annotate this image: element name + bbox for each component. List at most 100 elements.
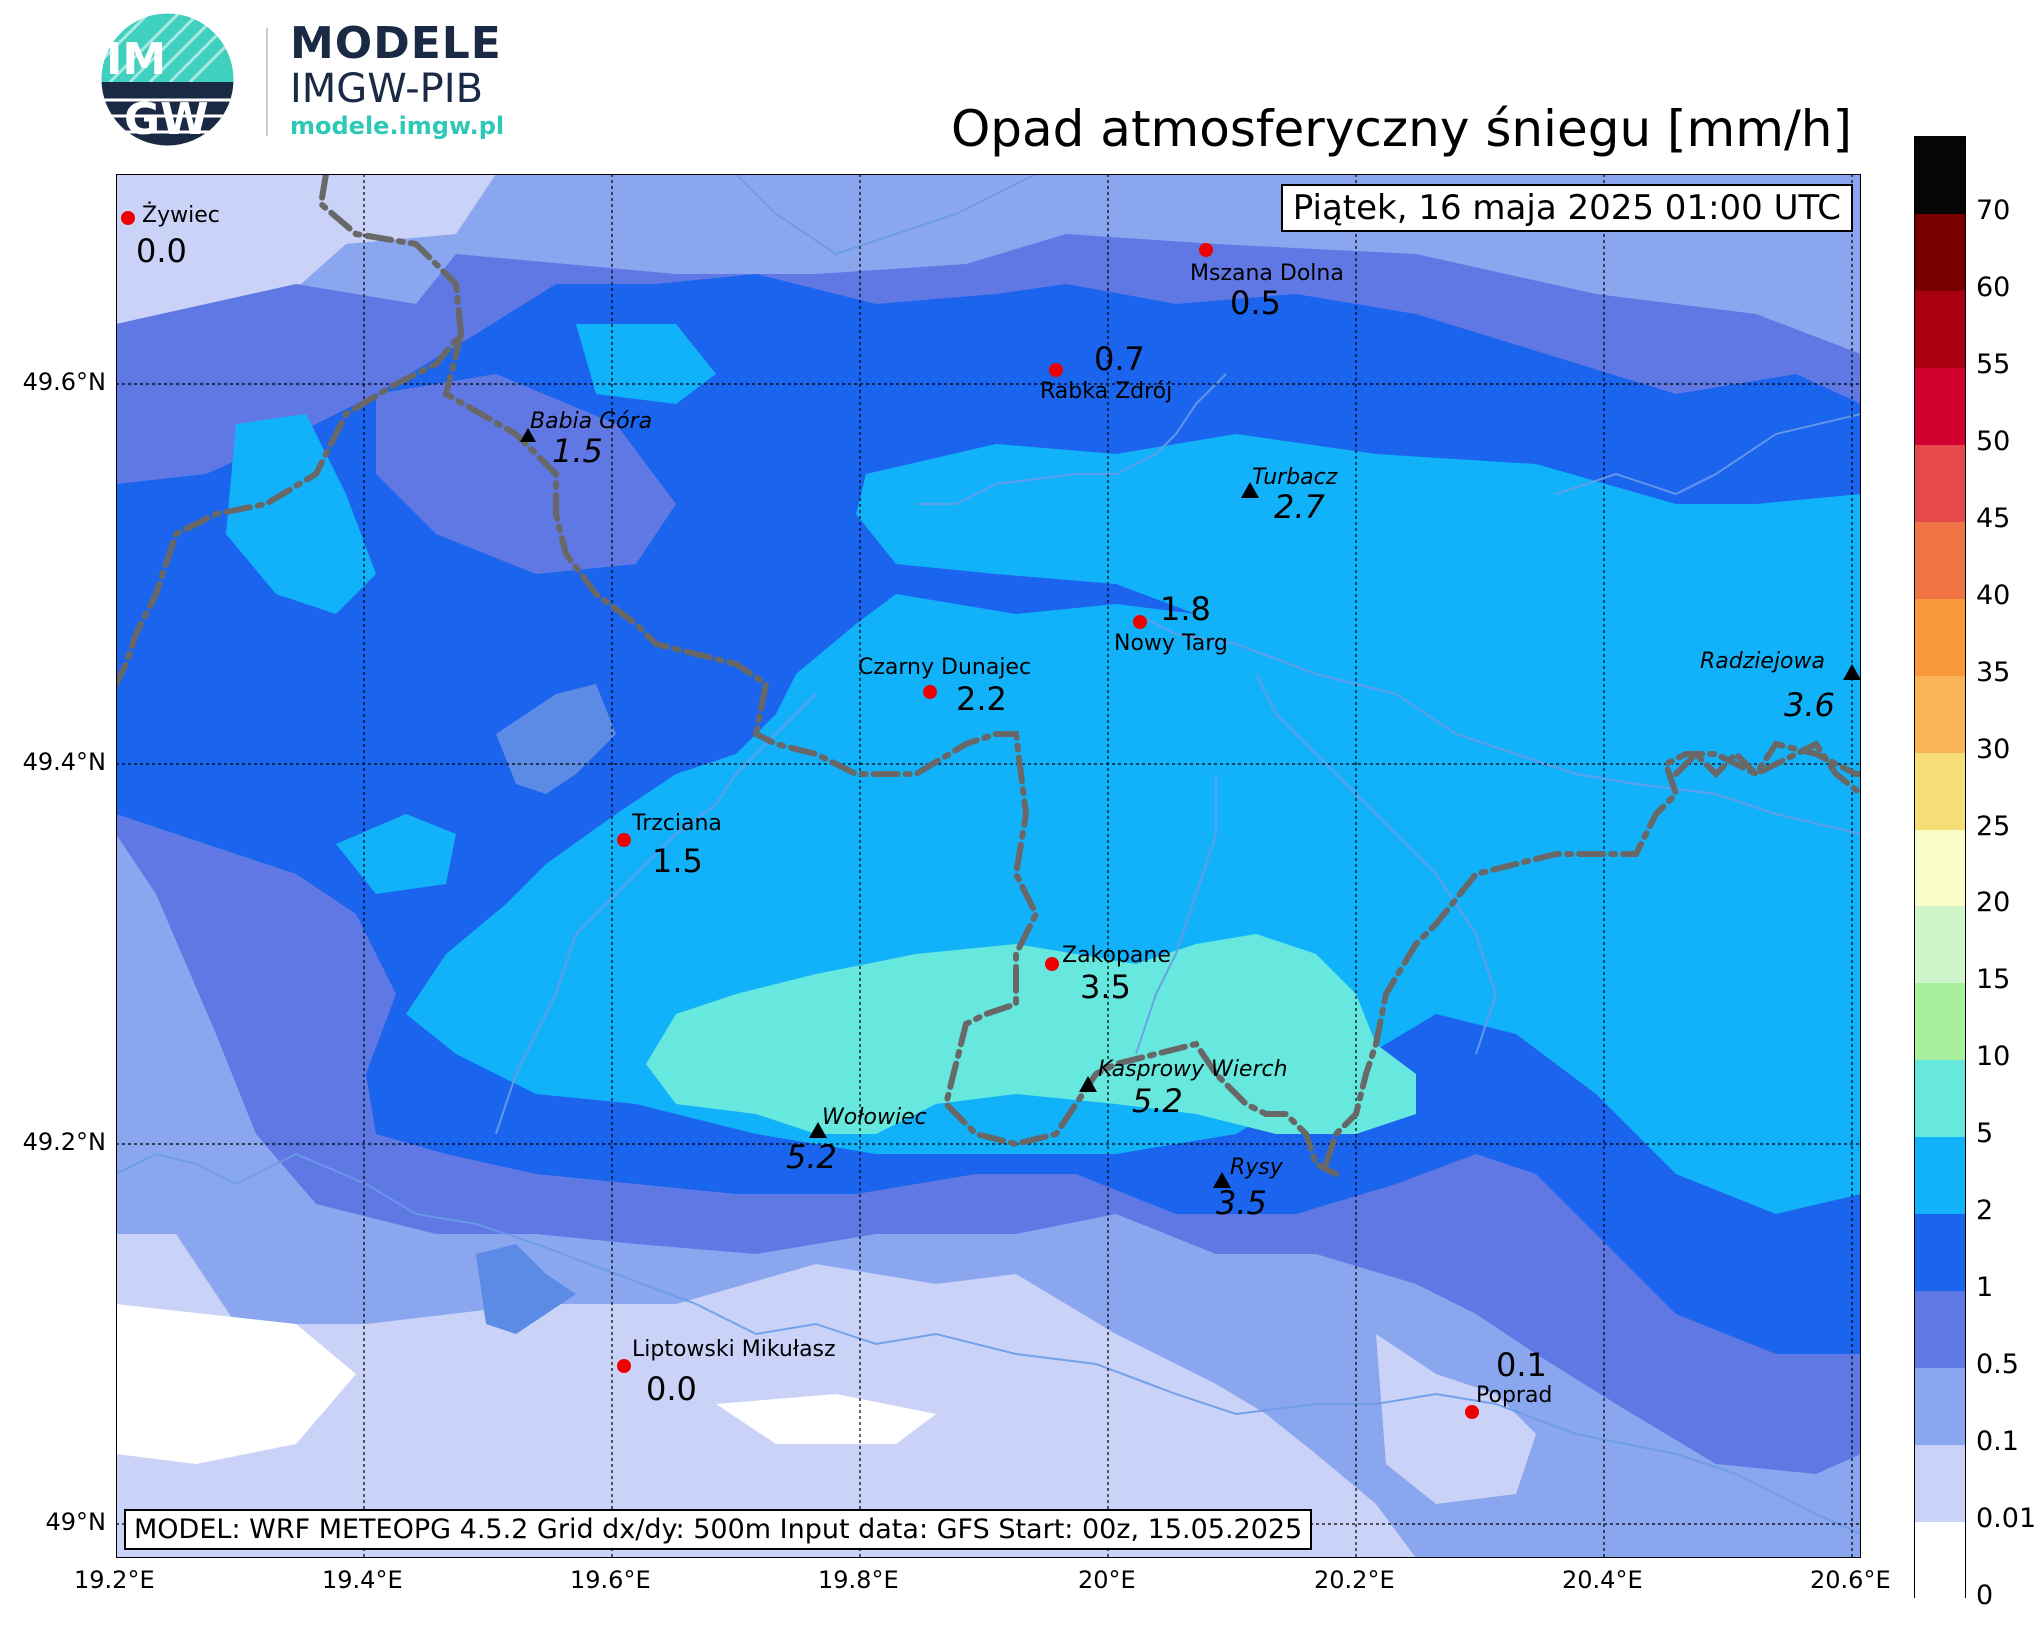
- colorbar-label: 30: [1976, 733, 2011, 765]
- colorbar-label: 10: [1976, 1041, 2011, 1073]
- colorbar-label: 50: [1976, 425, 2011, 457]
- lon-label-19-2: 19.2°E: [74, 1566, 155, 1594]
- town-value-mszana-dolna: 0.5: [1230, 284, 1281, 322]
- logo-subtitle: IMGW-PIB: [290, 66, 484, 112]
- contour-1-hole: [376, 374, 676, 574]
- town-value-zakopane: 3.5: [1080, 968, 1131, 1006]
- lake-orava: [496, 684, 616, 794]
- colorbar-label: 0.5: [1976, 1349, 2019, 1381]
- colorbar-segment: [1915, 444, 1965, 523]
- contour-0.01-east: [1376, 1334, 1536, 1504]
- town-label-poprad: Poprad: [1476, 1383, 1552, 1408]
- lon-label-19-4: 19.4°E: [322, 1566, 403, 1594]
- peak-label-turbacz: Turbacz: [1252, 465, 1338, 490]
- peak-marker-babia-gora: [520, 428, 536, 442]
- colorbar-segment: [1915, 213, 1965, 292]
- peak-labels: Babia Góra 1.5 Turbacz 2.7 Radziejowa 3.…: [530, 409, 1835, 1222]
- colorbar-segment: [1915, 752, 1965, 831]
- country-border: [116, 174, 1861, 1177]
- lon-label-19-6: 19.6°E: [570, 1566, 651, 1594]
- town-value-trzciana: 1.5: [652, 842, 703, 880]
- lon-label-20-6: 20.6°E: [1810, 1566, 1891, 1594]
- colorbar-label: 0.1: [1976, 1426, 2019, 1458]
- peak-label-babia-gora: Babia Góra: [530, 409, 652, 434]
- lon-label-19-8: 19.8°E: [818, 1566, 899, 1594]
- town-value-nowy-targ: 1.8: [1160, 590, 1211, 628]
- peak-marker-rysy: [1213, 1172, 1231, 1188]
- lon-label-20-4: 20.4°E: [1562, 1566, 1643, 1594]
- rivers: [116, 174, 1861, 1535]
- peak-label-radziejowa: Radziejowa: [1700, 649, 1825, 674]
- place-labels: Żywiec 0.0 Mszana Dolna 0.5 Rabka Zdrój …: [136, 202, 1552, 1408]
- colorbar-label: 20: [1976, 887, 2011, 919]
- colorbar-segment: [1915, 137, 1965, 215]
- peak-value-radziejowa: 3.6: [1784, 686, 1835, 724]
- lat-label-49-6: 49.6°N: [22, 368, 106, 396]
- imgw-logo: IM GW MODELE IMGW-PIB modele.imgw.pl: [100, 12, 520, 147]
- peak-value-kasprowy: 5.2: [1132, 1082, 1183, 1120]
- lake-liptovska-mara: [476, 1244, 576, 1334]
- date-label: Piątek, 16 maja 2025 01:00 UTC: [1280, 184, 1853, 232]
- lat-label-49-4: 49.4°N: [22, 748, 106, 776]
- town-label-nowy-targ: Nowy Targ: [1114, 631, 1228, 656]
- contour-0-white: [116, 1304, 356, 1464]
- lat-label-49-2: 49.2°N: [22, 1128, 106, 1156]
- imgw-logo-mark: IM GW: [101, 13, 234, 146]
- lon-label-20: 20°E: [1078, 1566, 1136, 1594]
- peak-value-wolowiec: 5.2: [786, 1138, 837, 1176]
- colorbar-label: 55: [1976, 348, 2011, 380]
- town-label-zywiec: Żywiec: [142, 202, 220, 228]
- town-label-liptovsky: Liptowski Mikułasz: [632, 1337, 836, 1362]
- peak-value-rysy: 3.5: [1216, 1184, 1267, 1222]
- logo-url: modele.imgw.pl: [290, 112, 505, 140]
- colorbar-segment: [1915, 1522, 1965, 1600]
- model-info: MODEL: WRF METEOPG 4.5.2 Grid dx/dy: 500…: [124, 1509, 1313, 1550]
- peak-value-babia-gora: 1.5: [552, 432, 603, 470]
- colorbar-segment: [1915, 675, 1965, 754]
- peak-label-wolowiec: Wołowiec: [822, 1105, 927, 1130]
- colorbar-label: 45: [1976, 502, 2011, 534]
- town-marker-czarny-dunajec: [923, 685, 937, 699]
- contour-2-west: [226, 414, 376, 614]
- town-value-czarny-dunajec: 2.2: [956, 680, 1007, 718]
- colorbar-segment: [1915, 1368, 1965, 1446]
- colorbar-label: 5: [1976, 1118, 1994, 1150]
- town-marker-zakopane: [1045, 957, 1059, 971]
- colorbar-segment: [1915, 829, 1965, 907]
- peak-value-turbacz: 2.7: [1274, 488, 1326, 526]
- contour-2-sw: [336, 814, 456, 894]
- town-markers: [121, 211, 1479, 1419]
- colorbar-label: 0.01: [1976, 1503, 2037, 1535]
- town-marker-zywiec: [121, 211, 135, 225]
- colorbar-segment: [1915, 1445, 1965, 1523]
- precipitation-map: Żywiec 0.0 Mszana Dolna 0.5 Rabka Zdrój …: [116, 174, 1861, 1558]
- peak-marker-kasprowy: [1079, 1076, 1097, 1092]
- colorbar-segment: [1915, 598, 1965, 677]
- colorbar-label: 2: [1976, 1195, 1994, 1227]
- town-marker-liptovsky: [617, 1359, 631, 1373]
- town-label-zakopane: Zakopane: [1062, 943, 1171, 968]
- peak-label-rysy: Rysy: [1230, 1155, 1284, 1180]
- colorbar-label: 60: [1976, 271, 2011, 303]
- peak-marker-wolowiec: [809, 1122, 827, 1138]
- colorbar-segment: [1915, 1291, 1965, 1369]
- town-label-rabka: Rabka Zdrój: [1040, 379, 1172, 404]
- colorbar-label: 0: [1976, 1580, 1994, 1611]
- colorbar-segment: [1915, 290, 1965, 369]
- lon-label-20-2: 20.2°E: [1314, 1566, 1395, 1594]
- town-label-trzciana: Trzciana: [631, 811, 722, 836]
- colorbar-segment: [1915, 906, 1965, 984]
- town-marker-nowy-targ: [1133, 615, 1147, 629]
- logo-mark-top: IM: [106, 34, 166, 85]
- colorbar-segment: [1915, 1214, 1965, 1292]
- town-value-zywiec: 0.0: [136, 232, 187, 270]
- colorbar-segment: [1915, 367, 1965, 446]
- colorbar-label: 25: [1976, 810, 2011, 842]
- colorbar: [1914, 136, 1966, 1600]
- colorbar-label: 35: [1976, 656, 2011, 688]
- colorbar-label: 40: [1976, 579, 2011, 611]
- colorbar-segment: [1915, 983, 1965, 1061]
- town-marker-rabka: [1049, 363, 1063, 377]
- logo-mark-bottom: GW: [124, 94, 209, 145]
- peak-marker-turbacz: [1241, 482, 1259, 498]
